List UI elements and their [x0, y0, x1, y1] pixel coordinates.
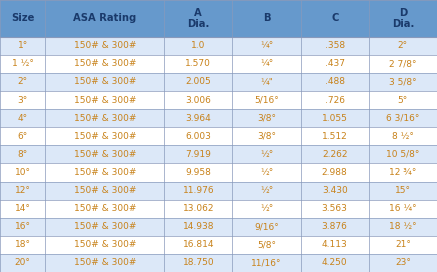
Bar — [0, 55, 437, 73]
Text: ¼°: ¼° — [260, 41, 273, 50]
Text: D
Dia.: D Dia. — [392, 8, 414, 29]
Text: 150# & 300#: 150# & 300# — [74, 240, 136, 249]
Bar — [0, 0, 437, 37]
Text: 9/16°: 9/16° — [254, 222, 279, 231]
Text: 18°: 18° — [15, 240, 31, 249]
Text: 13.062: 13.062 — [183, 204, 214, 213]
Bar — [0, 109, 437, 127]
Text: 150# & 300#: 150# & 300# — [74, 258, 136, 267]
Text: 1.512: 1.512 — [322, 132, 347, 141]
Text: ¼": ¼" — [260, 78, 273, 86]
Text: 20°: 20° — [15, 258, 31, 267]
Text: 150# & 300#: 150# & 300# — [74, 204, 136, 213]
Bar — [0, 91, 437, 109]
Text: 150# & 300#: 150# & 300# — [74, 186, 136, 195]
Text: 2°: 2° — [17, 78, 28, 86]
Text: 1 ½°: 1 ½° — [12, 59, 34, 68]
Text: 4°: 4° — [17, 114, 28, 123]
Text: 150# & 300#: 150# & 300# — [74, 59, 136, 68]
Text: 3.964: 3.964 — [185, 114, 211, 123]
Text: 3.563: 3.563 — [322, 204, 348, 213]
Text: 1.055: 1.055 — [322, 114, 348, 123]
Text: 150# & 300#: 150# & 300# — [74, 41, 136, 50]
Text: ¼°: ¼° — [260, 59, 273, 68]
Bar — [0, 218, 437, 236]
Text: 150# & 300#: 150# & 300# — [74, 78, 136, 86]
Text: 10°: 10° — [15, 168, 31, 177]
Text: 14°: 14° — [15, 204, 31, 213]
Text: 2.005: 2.005 — [185, 78, 211, 86]
Text: 3/8°: 3/8° — [257, 132, 276, 141]
Text: 5/8°: 5/8° — [257, 240, 276, 249]
Text: ASA Rating: ASA Rating — [73, 13, 136, 23]
Text: 6°: 6° — [17, 132, 28, 141]
Text: 15°: 15° — [395, 186, 411, 195]
Text: 3/8°: 3/8° — [257, 114, 276, 123]
Text: 3.006: 3.006 — [185, 95, 211, 104]
Text: 10 5/8°: 10 5/8° — [386, 150, 420, 159]
Text: 2 7/8°: 2 7/8° — [389, 59, 416, 68]
Text: 150# & 300#: 150# & 300# — [74, 132, 136, 141]
Text: 21°: 21° — [395, 240, 411, 249]
Text: 11/16°: 11/16° — [251, 258, 282, 267]
Text: 4.250: 4.250 — [322, 258, 347, 267]
Text: 5°: 5° — [398, 95, 408, 104]
Text: 1.0: 1.0 — [191, 41, 205, 50]
Bar — [0, 181, 437, 200]
Text: 12 ¾°: 12 ¾° — [389, 168, 416, 177]
Text: 2°: 2° — [398, 41, 408, 50]
Text: 6 3/16°: 6 3/16° — [386, 114, 420, 123]
Text: 4.113: 4.113 — [322, 240, 347, 249]
Text: 6.003: 6.003 — [185, 132, 211, 141]
Bar — [0, 73, 437, 91]
Text: 3 5/8°: 3 5/8° — [389, 78, 417, 86]
Text: 16.814: 16.814 — [183, 240, 214, 249]
Bar — [0, 163, 437, 181]
Text: 12°: 12° — [15, 186, 31, 195]
Text: ½°: ½° — [260, 168, 273, 177]
Text: 23°: 23° — [395, 258, 411, 267]
Text: 8 ½°: 8 ½° — [392, 132, 414, 141]
Text: ½°: ½° — [260, 186, 273, 195]
Text: 3°: 3° — [17, 95, 28, 104]
Text: 18.750: 18.750 — [183, 258, 214, 267]
Text: C: C — [331, 13, 338, 23]
Text: ½°: ½° — [260, 150, 273, 159]
Bar — [0, 37, 437, 55]
Text: 18 ½°: 18 ½° — [389, 222, 417, 231]
Text: 150# & 300#: 150# & 300# — [74, 150, 136, 159]
Text: 1°: 1° — [17, 41, 28, 50]
Text: 8°: 8° — [17, 150, 28, 159]
Text: 150# & 300#: 150# & 300# — [74, 168, 136, 177]
Text: .358: .358 — [325, 41, 345, 50]
Bar — [0, 145, 437, 163]
Text: B: B — [263, 13, 270, 23]
Text: 14.938: 14.938 — [183, 222, 214, 231]
Text: 3.876: 3.876 — [322, 222, 348, 231]
Text: 2.988: 2.988 — [322, 168, 347, 177]
Bar — [0, 200, 437, 218]
Text: 150# & 300#: 150# & 300# — [74, 114, 136, 123]
Text: 150# & 300#: 150# & 300# — [74, 222, 136, 231]
Text: .726: .726 — [325, 95, 345, 104]
Text: 150# & 300#: 150# & 300# — [74, 95, 136, 104]
Text: 3.430: 3.430 — [322, 186, 347, 195]
Text: .488: .488 — [325, 78, 345, 86]
Text: 16 ¼°: 16 ¼° — [389, 204, 417, 213]
Text: 11.976: 11.976 — [183, 186, 214, 195]
Bar — [0, 236, 437, 254]
Text: 9.958: 9.958 — [185, 168, 211, 177]
Text: 7.919: 7.919 — [185, 150, 211, 159]
Text: 5/16°: 5/16° — [254, 95, 279, 104]
Bar — [0, 127, 437, 145]
Text: A
Dia.: A Dia. — [187, 8, 209, 29]
Text: .437: .437 — [325, 59, 345, 68]
Text: 2.262: 2.262 — [322, 150, 347, 159]
Text: Size: Size — [11, 13, 35, 23]
Text: 16°: 16° — [15, 222, 31, 231]
Bar — [0, 254, 437, 272]
Text: ½°: ½° — [260, 204, 273, 213]
Text: 1.570: 1.570 — [185, 59, 211, 68]
